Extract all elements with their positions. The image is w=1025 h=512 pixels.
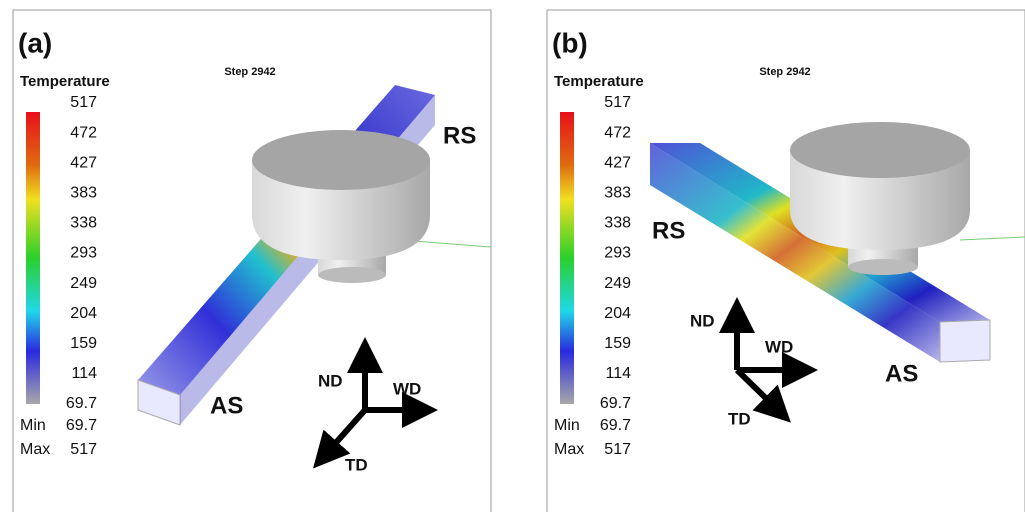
legend-tick: 249 xyxy=(70,275,97,292)
max-label: Max xyxy=(20,441,50,458)
legend-tick: 114 xyxy=(71,365,97,382)
legend-tick: 472 xyxy=(604,124,631,141)
legend-tick: 159 xyxy=(604,335,631,352)
figure: (a) Step 2942 Temperature 517 472 427 383 338 29… xyxy=(0,0,1025,512)
color-bar xyxy=(26,112,40,404)
step-label: Step 2942 xyxy=(224,66,275,78)
legend-title: Temperature xyxy=(554,73,644,90)
side-label: RS xyxy=(443,122,476,149)
model-b xyxy=(650,122,1025,410)
legend-tick: 249 xyxy=(604,275,631,292)
panel-label: (a) xyxy=(18,27,52,58)
legend-tick: 293 xyxy=(604,245,631,262)
side-label: RS xyxy=(652,217,685,244)
legend-tick: 159 xyxy=(70,335,97,352)
legend-tick: 69.7 xyxy=(600,395,631,412)
legend-tick: 114 xyxy=(605,365,631,382)
legend-tick: 204 xyxy=(70,305,97,322)
legend-tick: 383 xyxy=(70,185,97,202)
side-label: AS xyxy=(210,392,243,419)
max-value: 517 xyxy=(604,441,631,458)
min-value: 69.7 xyxy=(66,417,97,434)
min-label: Min xyxy=(20,417,46,434)
axis-label: TD xyxy=(345,455,368,474)
legend-tick: 383 xyxy=(604,185,631,202)
side-label: AS xyxy=(885,360,918,387)
axis-label: WD xyxy=(765,337,793,356)
step-label: Step 2942 xyxy=(759,66,810,78)
color-bar xyxy=(560,112,574,404)
max-value: 517 xyxy=(70,441,97,458)
axis-label: TD xyxy=(728,409,751,428)
legend-tick: 338 xyxy=(70,215,97,232)
legend-tick: 517 xyxy=(604,94,631,111)
axis-label: ND xyxy=(690,311,715,330)
axis-label: WD xyxy=(393,379,421,398)
legend-tick: 472 xyxy=(70,124,97,141)
min-value: 69.7 xyxy=(600,417,631,434)
legend-tick: 69.7 xyxy=(66,395,97,412)
legend-title: Temperature xyxy=(20,73,110,90)
axis-label: ND xyxy=(318,371,343,390)
legend-tick: 517 xyxy=(70,94,97,111)
panel-label: (b) xyxy=(552,27,588,58)
legend-tick: 338 xyxy=(604,215,631,232)
max-label: Max xyxy=(554,441,584,458)
legend-tick: 427 xyxy=(604,154,631,171)
legend-tick: 204 xyxy=(604,305,631,322)
legend-tick: 293 xyxy=(70,245,97,262)
model-a xyxy=(138,85,491,455)
legend-tick: 427 xyxy=(70,154,97,171)
min-label: Min xyxy=(554,417,580,434)
